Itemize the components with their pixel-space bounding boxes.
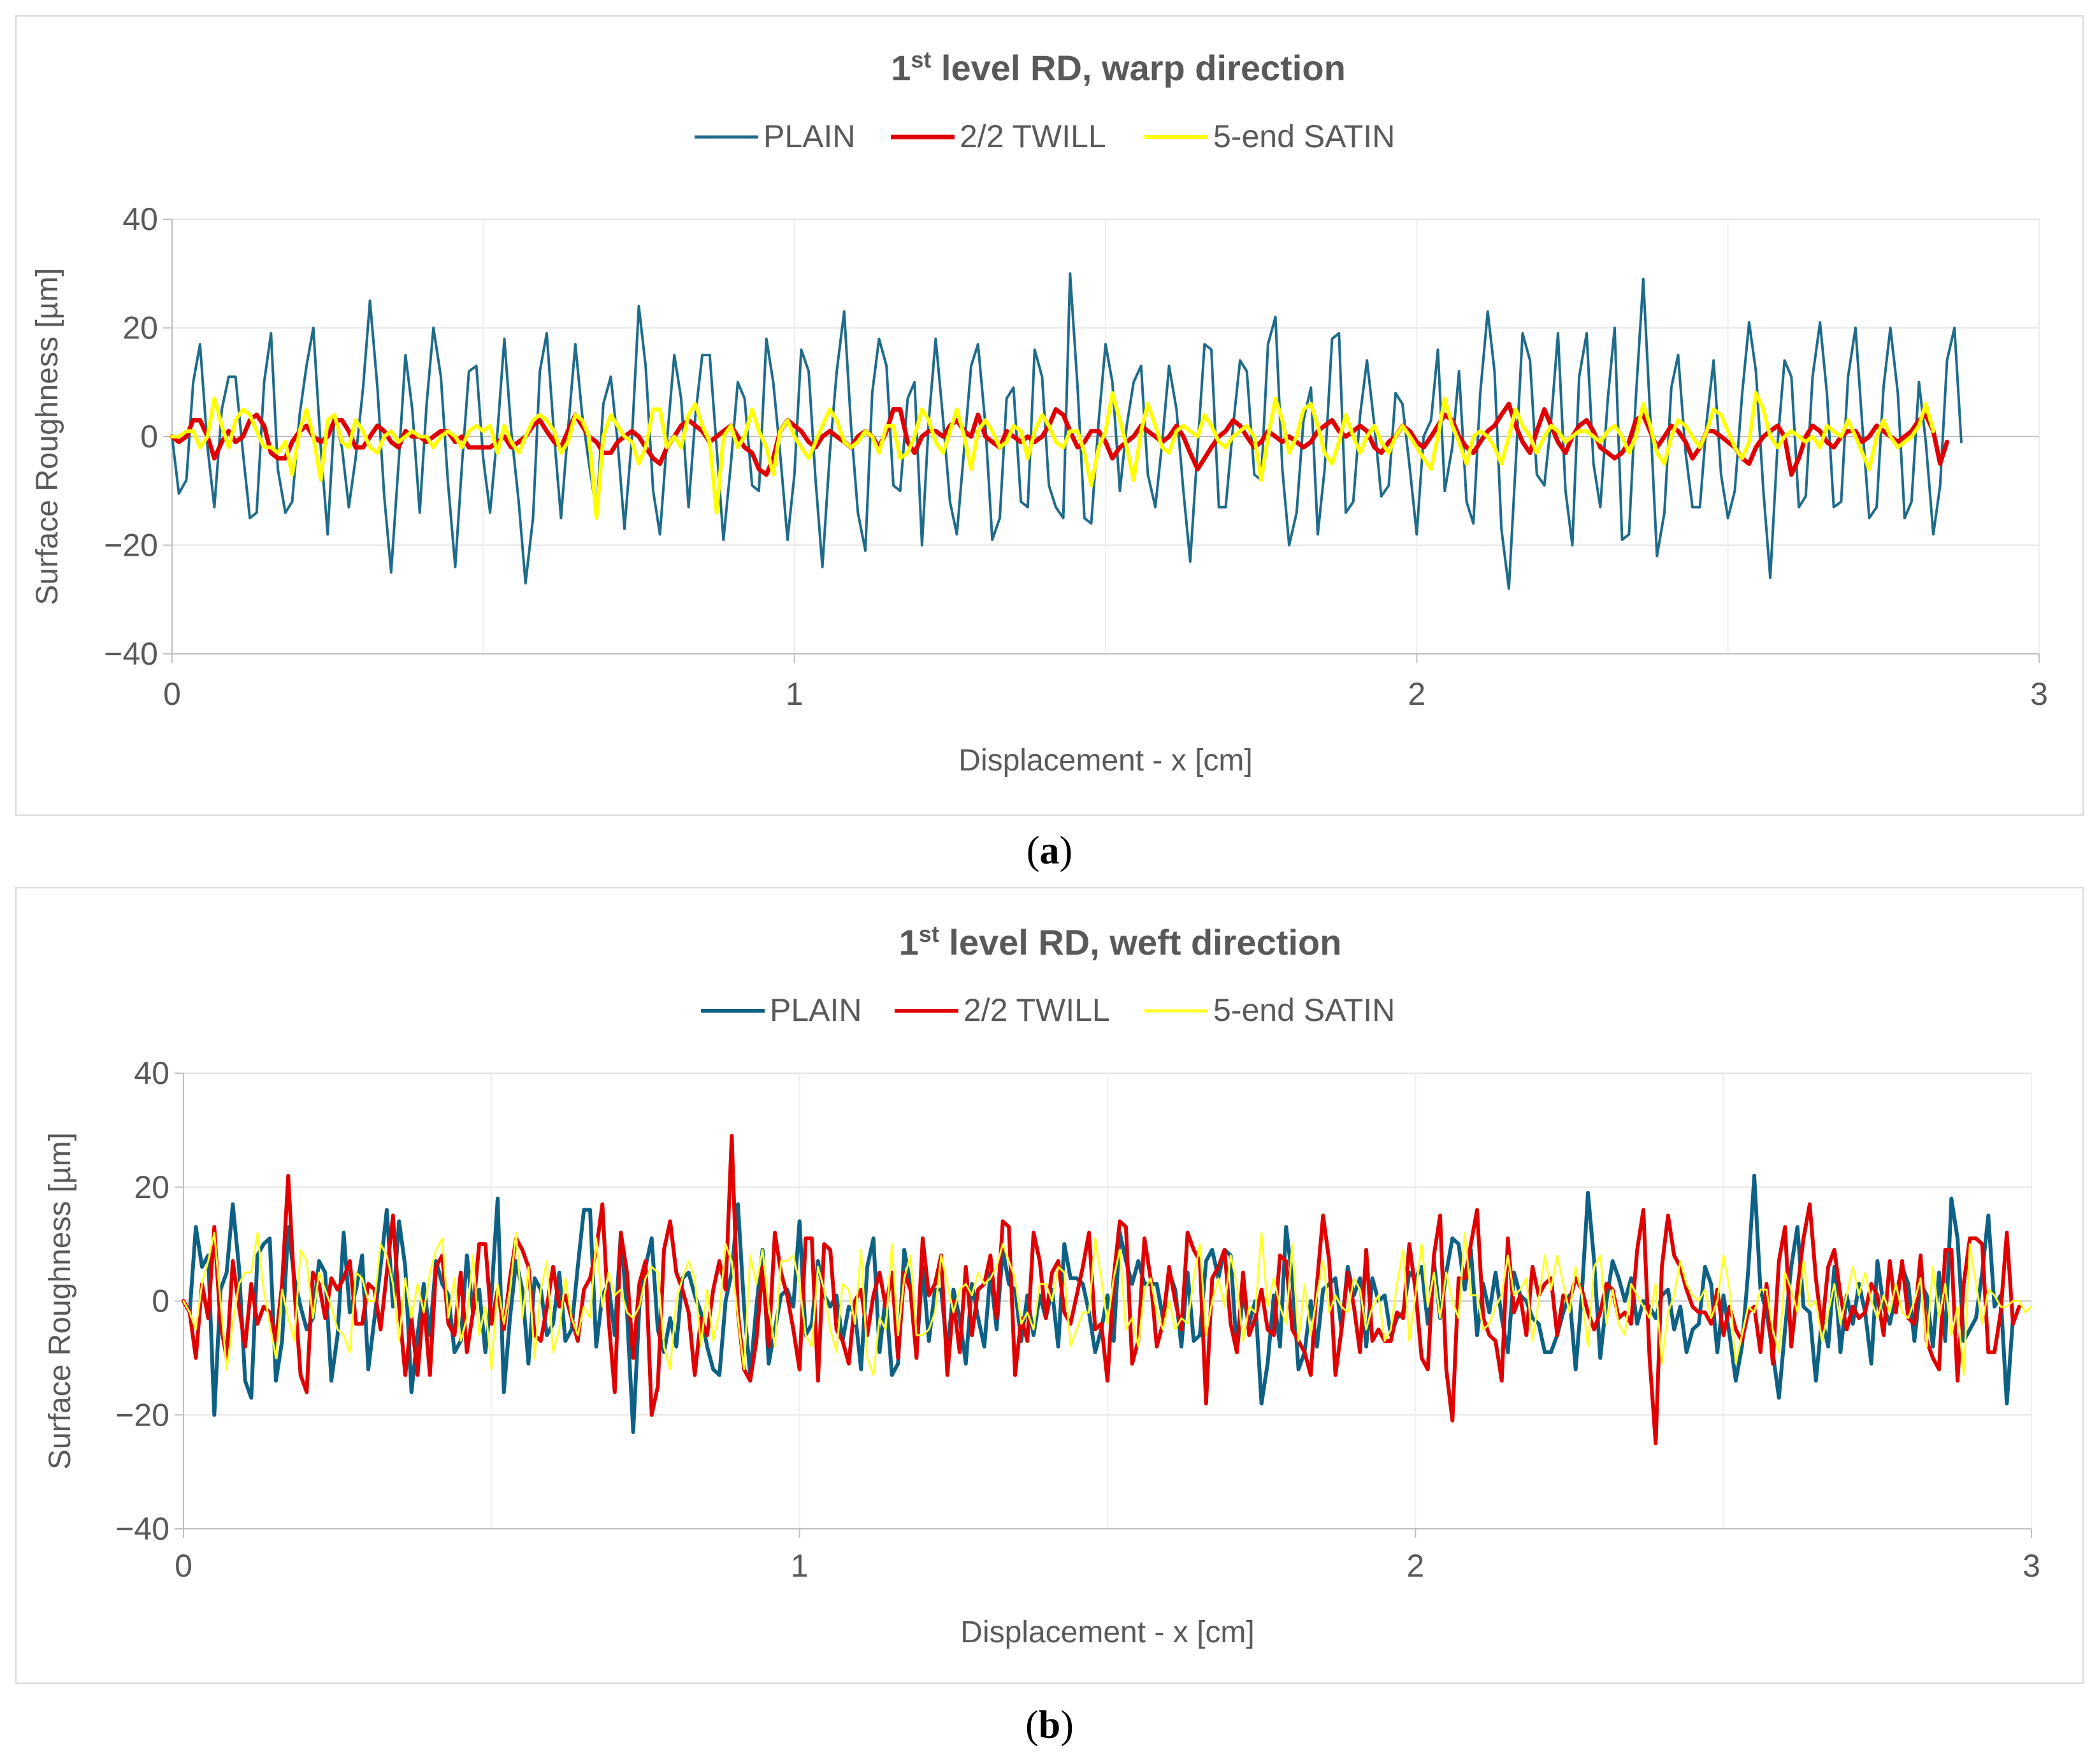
y-tick-label: −40 xyxy=(115,1511,170,1547)
y-tick-label: −20 xyxy=(115,1397,170,1433)
legend-item: 5-end SATIN xyxy=(1144,119,1395,154)
x-tick-label: 0 xyxy=(175,1548,192,1584)
chart-panel-a: 1st level RD, warp direction 40 20 0 −20 −40 0… xyxy=(15,15,2084,816)
chart-a-svg: 1st level RD, warp direction40200−20−400… xyxy=(31,47,2048,777)
chart-title-sup: st xyxy=(911,47,931,73)
x-tick-label: 2 xyxy=(1406,1548,1424,1584)
x-axis-title: Displacement - x [cm] xyxy=(960,1616,1254,1649)
y-tick-label: 20 xyxy=(122,310,158,346)
legend-item: 2/2 TWILL xyxy=(891,119,1106,154)
chart-title: 1st level RD, warp direction xyxy=(891,47,1346,88)
legend-label: 2/2 TWILL xyxy=(963,992,1110,1028)
series-line-5-end-satin xyxy=(170,391,1935,520)
legend-item: PLAIN xyxy=(695,119,856,154)
x-tick-label: 3 xyxy=(2030,676,2048,712)
legend-item: 5-end SATIN xyxy=(1144,992,1395,1028)
chart-title-main: 1 xyxy=(891,48,911,88)
caption-b-label: b xyxy=(1038,1703,1061,1747)
chart-panel-b: 1st level RD, weft direction 40 20 0 −20 −40 0… xyxy=(15,887,2084,1684)
caption-a: (a) xyxy=(1026,829,1073,872)
series-line-2-2-twill xyxy=(182,1134,2021,1445)
x-tick-label: 2 xyxy=(1408,676,1425,712)
legend-label: PLAIN xyxy=(763,119,856,154)
x-tick-label: 1 xyxy=(786,676,804,712)
y-tick-label: −20 xyxy=(104,528,158,563)
y-tick-label: 0 xyxy=(152,1283,170,1319)
x-tick-label: 1 xyxy=(791,1548,809,1584)
chart-b-svg: 1st level RD, weft direction40200−20−400… xyxy=(43,921,2040,1649)
series-line-5-end-satin xyxy=(182,1231,2033,1377)
series-line-plain xyxy=(182,1173,2015,1435)
y-tick-label: 20 xyxy=(134,1169,170,1205)
chart-title-rest: level RD, warp direction xyxy=(931,48,1345,88)
legend-label: 5-end SATIN xyxy=(1213,119,1395,154)
chart-title-rest: level RD, weft direction xyxy=(939,922,1342,962)
chart-title: 1st level RD, weft direction xyxy=(899,921,1342,962)
x-axis-title: Displacement - x [cm] xyxy=(958,744,1252,777)
legend-label: 5-end SATIN xyxy=(1213,992,1395,1028)
legend-label: 2/2 TWILL xyxy=(960,119,1106,154)
legend-item: 2/2 TWILL xyxy=(895,992,1110,1028)
series-line-plain xyxy=(171,272,1963,590)
chart-title-main: 1 xyxy=(899,922,919,962)
y-tick-label: 40 xyxy=(134,1055,170,1091)
legend-item: PLAIN xyxy=(701,992,862,1028)
x-tick-label: 3 xyxy=(2023,1548,2040,1584)
caption-b: (b) xyxy=(1025,1703,1074,1747)
legend-label: PLAIN xyxy=(770,992,862,1028)
chart-title-sup: st xyxy=(919,921,939,947)
caption-a-label: a xyxy=(1039,829,1060,872)
y-axis-title: Surface Roughness [µm] xyxy=(31,268,64,605)
y-tick-label: −40 xyxy=(104,636,158,672)
y-tick-label: 0 xyxy=(140,419,158,454)
x-tick-label: 0 xyxy=(163,676,181,712)
y-tick-label: 40 xyxy=(122,201,158,237)
y-axis-title: Surface Roughness [µm] xyxy=(43,1132,77,1470)
